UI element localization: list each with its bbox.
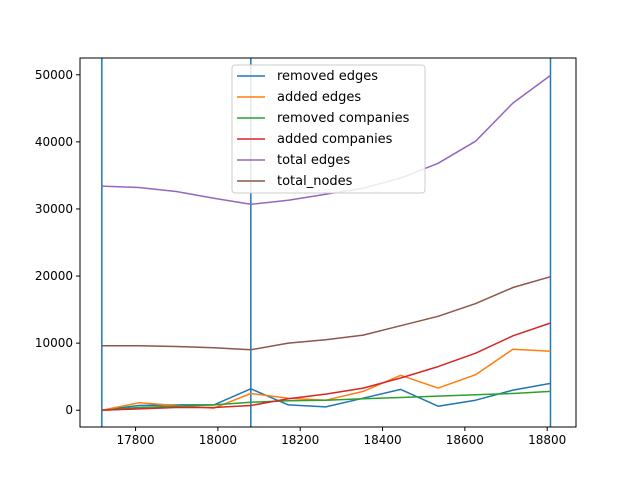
x-axis: 17800 18000 18200 18400 18600 18800 [116, 427, 566, 447]
y-tick-label-0: 0 [65, 403, 73, 417]
legend-label-total-nodes: total_nodes [277, 174, 353, 189]
x-tick-label-18000: 18000 [199, 433, 237, 447]
series-line-total-nodes [101, 275, 551, 351]
legend: removed edges added edges removed companie… [231, 64, 426, 194]
legend-label-total-edges: total edges [277, 153, 350, 168]
x-tick-label-18600: 18600 [446, 433, 484, 447]
x-tick-label-18800: 18800 [528, 433, 566, 447]
series-line-total-edges [101, 74, 551, 206]
x-tick-label-17800: 17800 [116, 433, 154, 447]
series-line-added-companies [101, 322, 551, 411]
legend-label-removed-edges: removed edges [277, 69, 378, 84]
y-tick-label-50000: 50000 [35, 68, 73, 82]
legend-label-added-companies: added companies [277, 132, 393, 147]
x-tick-label-18200: 18200 [281, 433, 319, 447]
y-axis: 0 10000 20000 30000 40000 50000 [35, 68, 80, 417]
y-tick-label-10000: 10000 [35, 336, 73, 350]
series-lines [101, 74, 551, 411]
legend-label-added-edges: added edges [277, 90, 361, 105]
legend-label-removed-companies: removed companies [277, 111, 410, 126]
series-line-removed-companies [101, 390, 551, 411]
plot-frame [79, 57, 577, 428]
y-tick-label-30000: 30000 [35, 202, 73, 216]
x-tick-label-18400: 18400 [363, 433, 401, 447]
y-tick-label-20000: 20000 [35, 269, 73, 283]
y-tick-label-40000: 40000 [35, 135, 73, 149]
legend-box [231, 64, 426, 194]
